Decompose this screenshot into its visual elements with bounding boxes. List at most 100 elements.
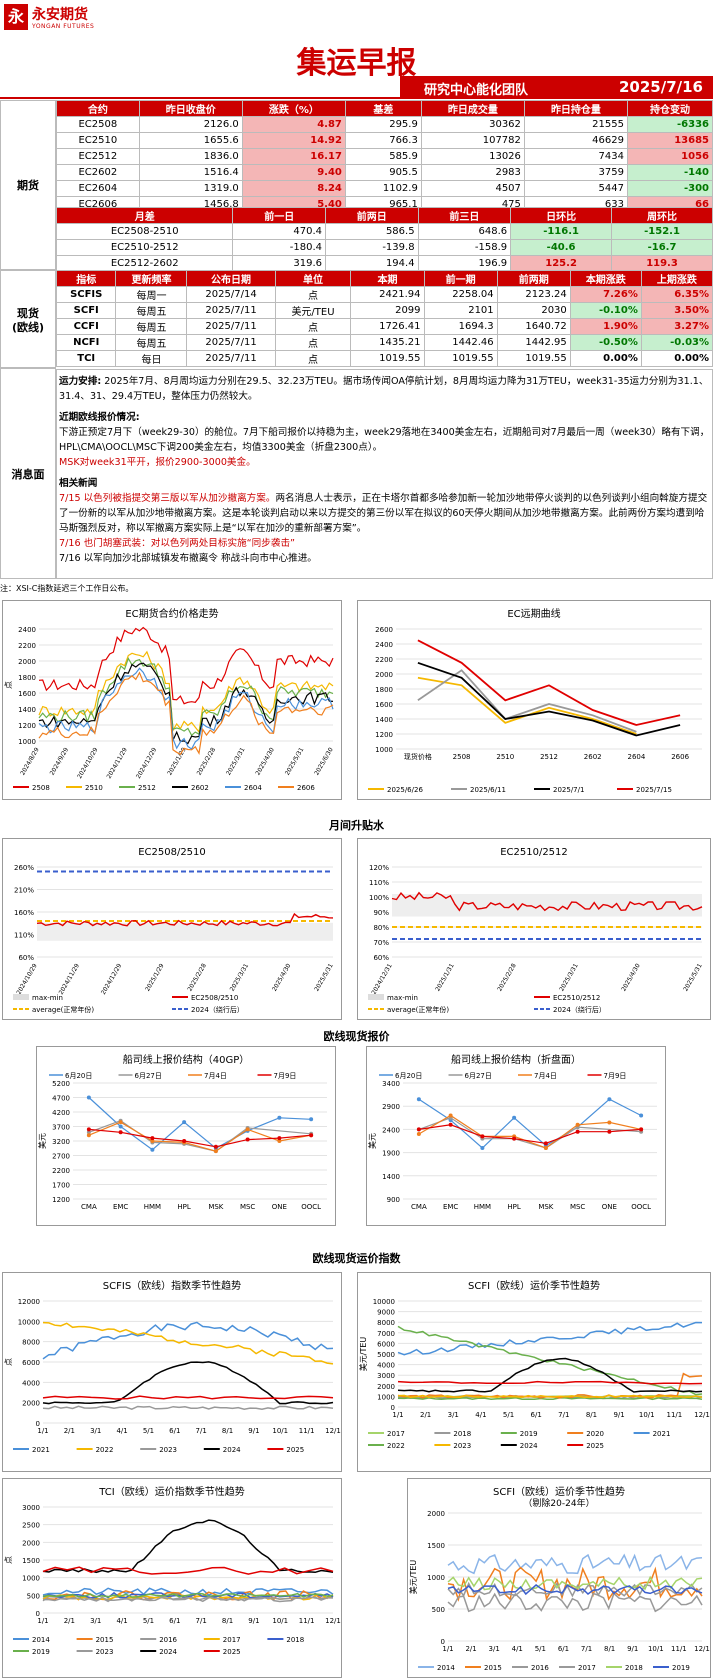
y-tick-label: 4200 bbox=[52, 1109, 70, 1117]
legend-label: 2022 bbox=[96, 1446, 114, 1454]
table-row: EC2510 1655.6 14.92 766.3 107782 46629 13685 bbox=[56, 132, 713, 149]
logo-icon: 永 bbox=[4, 4, 28, 30]
spread-header: 周环比 bbox=[611, 207, 713, 224]
x-tick-label: 6/1 bbox=[558, 1645, 569, 1653]
x-tick-label: 2606 bbox=[671, 753, 689, 761]
x-tick-label: 11/1 bbox=[671, 1645, 687, 1653]
chart-ec2508-2510: EC2508/2510 260% 210% 160% 110% 60% 2024/10/29… bbox=[2, 838, 342, 1020]
spread-cell: 586.5 bbox=[325, 223, 419, 240]
chart-subtitle: （剔除20-24年） bbox=[523, 1497, 594, 1509]
legend-label: 2014 bbox=[437, 1664, 455, 1672]
legend-label: 2017 bbox=[578, 1664, 596, 1672]
y-tick-label: 3700 bbox=[52, 1124, 70, 1132]
y-tick-label: 2200 bbox=[18, 642, 36, 650]
x-tick-label: HMM bbox=[144, 1203, 161, 1211]
data-point bbox=[118, 1130, 123, 1135]
y-tick-label: 1800 bbox=[18, 674, 36, 682]
data-point bbox=[245, 1137, 250, 1142]
y-tick-label: 4000 bbox=[377, 1362, 395, 1370]
y-tick-label: 110% bbox=[369, 879, 389, 887]
spot-cell: 1640.72 bbox=[496, 318, 571, 335]
legend-label: 2015 bbox=[96, 1636, 114, 1644]
y-tick-label: 1000 bbox=[377, 1393, 395, 1401]
y-tick-label: 1200 bbox=[375, 731, 393, 739]
x-tick-label: ONE bbox=[272, 1203, 287, 1211]
y-tick-label: 7000 bbox=[377, 1330, 395, 1338]
series-line bbox=[42, 1405, 334, 1411]
futures-cell: 13685 bbox=[626, 132, 713, 149]
y-tick-label: 6000 bbox=[22, 1359, 40, 1367]
data-point bbox=[86, 1133, 91, 1138]
x-tick-label: 2024/11/29 bbox=[58, 962, 81, 996]
spot-cell: 3.50% bbox=[640, 302, 713, 319]
chart-title: SCFIS（欧线）指数季节性趋势 bbox=[103, 1279, 241, 1292]
spot-cell: 1726.41 bbox=[350, 318, 425, 335]
y-tick-label: 2000 bbox=[375, 671, 393, 679]
futures-cell: 30362 bbox=[420, 116, 525, 133]
y-tick-label: 1000 bbox=[375, 746, 393, 754]
series-line bbox=[38, 667, 334, 750]
futures-header: 昨日成交量 bbox=[420, 100, 525, 117]
x-tick-label: 2024/12/31 bbox=[370, 962, 393, 996]
spread-header: 月差 bbox=[55, 207, 234, 224]
series-line bbox=[447, 1581, 703, 1598]
y-axis-label: 点 bbox=[4, 1358, 13, 1366]
x-tick-label: MSK bbox=[538, 1203, 553, 1211]
chart-scfi-ex2024: SCFI（欧线）运价季节性趋势 （剔除20-24年） 2000 1500 1000 500… bbox=[407, 1478, 711, 1678]
data-point bbox=[86, 1127, 91, 1132]
spot-cell: 1019.55 bbox=[350, 350, 425, 367]
capacity-text: 2025年7月、8月周均运力分别在29.5、32.23万TEU。据市场传闻OA停… bbox=[59, 376, 709, 402]
x-tick-label: 7/1 bbox=[196, 1617, 207, 1625]
side-label-spot: 现货 (欧线) bbox=[0, 270, 56, 368]
x-tick-label: 2025/1/29 bbox=[166, 746, 188, 776]
spot-header: 单位 bbox=[274, 270, 352, 287]
futures-table: 合约 昨日收盘价 涨跌（%） 基差 昨日成交量 昨日持仓量 持仓变动 EC2508 2126.0… bbox=[56, 100, 713, 213]
legend-label: 2019 bbox=[32, 1648, 50, 1656]
futures-cell: EC2602 bbox=[56, 164, 140, 181]
x-tick-label: 8/1 bbox=[604, 1645, 615, 1653]
data-point bbox=[448, 1113, 453, 1118]
spread-header: 前三日 bbox=[417, 207, 512, 224]
legend-label: 7月4日 bbox=[534, 1072, 557, 1080]
table-row: EC2508 2126.0 4.87 295.9 30362 21555 -6336 bbox=[56, 116, 713, 133]
chart-carrier-40gp: 船司线上报价结构（40GP） 5200 4700 4200 3700 3200 2700 22… bbox=[36, 1046, 336, 1226]
series-line bbox=[38, 650, 334, 734]
series-line bbox=[42, 1361, 334, 1405]
x-tick-label: MSC bbox=[570, 1203, 585, 1211]
series-line bbox=[88, 1097, 312, 1151]
futures-cell: 2983 bbox=[420, 164, 525, 181]
futures-cell: 8.24 bbox=[241, 180, 346, 197]
x-tick-label: 8/1 bbox=[222, 1427, 233, 1435]
x-tick-label: 2025/3/31 bbox=[225, 746, 247, 776]
y-tick-label: 2000 bbox=[377, 1383, 395, 1391]
report-header: 永 永安期货 YONGAN FUTURES 集运早报 研究中心能化团队 2025… bbox=[0, 0, 713, 98]
team-name: 研究中心能化团队 bbox=[424, 83, 529, 98]
futures-cell: 1319.0 bbox=[138, 180, 243, 197]
x-tick-label: 12/1 bbox=[325, 1617, 341, 1625]
series-line bbox=[397, 1357, 703, 1393]
series-line bbox=[417, 661, 681, 737]
y-tick-label: 110% bbox=[14, 932, 34, 940]
spot-cell: 2030 bbox=[496, 302, 571, 319]
spot-header: 公布日期 bbox=[186, 270, 276, 287]
y-tick-label: 260% bbox=[14, 864, 34, 872]
futures-cell: 5447 bbox=[523, 180, 628, 197]
x-tick-label: MSK bbox=[208, 1203, 223, 1211]
y-tick-label: 500 bbox=[432, 1606, 445, 1614]
y-tick-label: 120% bbox=[369, 864, 389, 872]
legend-label: max-min bbox=[32, 994, 63, 1002]
series-line bbox=[43, 1596, 333, 1602]
legend-label: max-min bbox=[387, 994, 418, 1002]
quote-red: MSK对week31平开，报价2900-3000美金。 bbox=[59, 457, 256, 468]
spread-cell: EC2510-2512 bbox=[55, 239, 234, 256]
legend-label: 2016 bbox=[159, 1636, 177, 1644]
x-tick-label: 2/1 bbox=[64, 1427, 75, 1435]
futures-header: 基差 bbox=[344, 100, 422, 117]
data-point bbox=[245, 1127, 250, 1132]
series-line bbox=[418, 1114, 642, 1149]
y-tick-label: 1000 bbox=[22, 1575, 40, 1583]
series-line bbox=[447, 1592, 703, 1613]
x-tick-label: 2024/8/29 bbox=[19, 746, 41, 776]
futures-cell: 4.87 bbox=[241, 116, 346, 133]
report-title: 集运早报 bbox=[296, 46, 417, 81]
